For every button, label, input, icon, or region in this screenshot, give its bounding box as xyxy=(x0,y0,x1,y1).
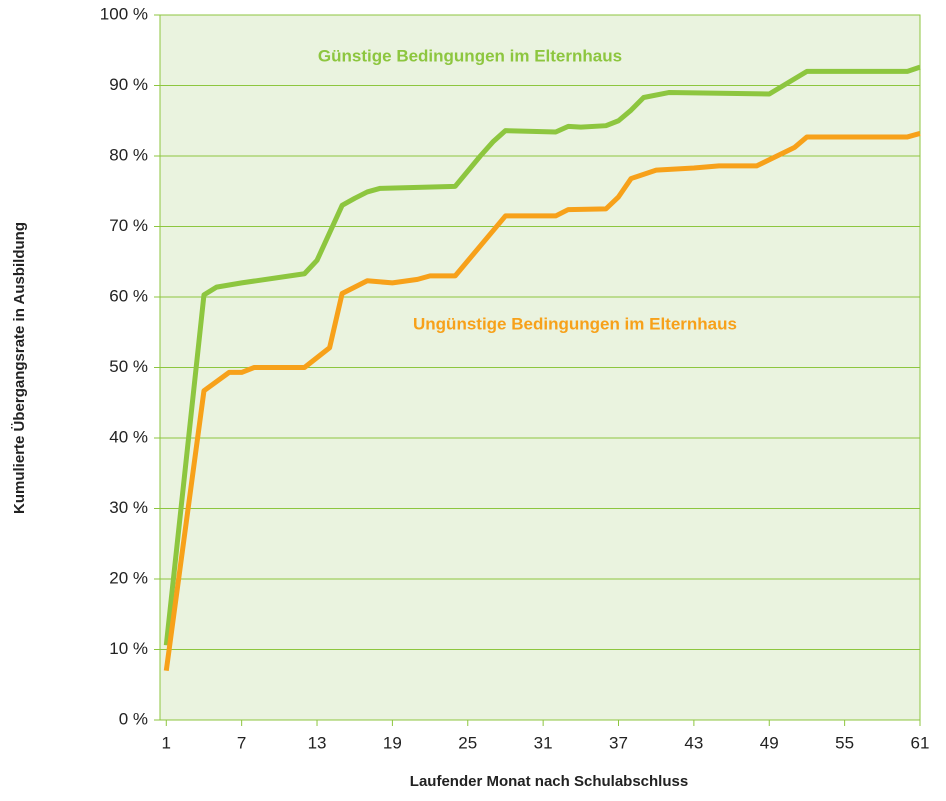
y-tick-label: 40 % xyxy=(109,427,148,446)
series-label: Günstige Bedingungen im Elternhaus xyxy=(318,46,622,65)
x-tick-label: 49 xyxy=(760,733,779,752)
x-tick-label: 61 xyxy=(911,733,930,752)
line-series xyxy=(163,131,921,671)
y-tick-label: 0 % xyxy=(119,709,148,728)
y-tick-label: 90 % xyxy=(109,75,148,94)
x-tick-label: 25 xyxy=(458,733,477,752)
x-tick-label: 31 xyxy=(534,733,553,752)
y-tick-label: 70 % xyxy=(109,216,148,235)
x-tick-label: 55 xyxy=(835,733,854,752)
x-tick-label: 37 xyxy=(609,733,628,752)
y-tick-label: 50 % xyxy=(109,357,148,376)
series-label: Ungünstige Bedingungen im Elternhaus xyxy=(413,314,737,333)
y-tick-label: 60 % xyxy=(109,286,148,305)
x-axis-label: Laufender Monat nach Schulabschluss xyxy=(410,773,688,790)
x-tick-label: 1 xyxy=(162,733,171,752)
y-axis-label: Kumulierte Übergangsrate in Ausbildung xyxy=(11,222,28,514)
y-tick-label: 100 % xyxy=(100,4,148,23)
x-tick-label: 19 xyxy=(383,733,402,752)
y-tick-label: 30 % xyxy=(109,498,148,517)
y-tick-label: 80 % xyxy=(109,145,148,164)
line-series xyxy=(163,64,921,646)
x-tick-label: 13 xyxy=(308,733,327,752)
y-tick-label: 20 % xyxy=(109,568,148,587)
x-tick-label: 43 xyxy=(684,733,703,752)
x-tick-label: 7 xyxy=(237,733,246,752)
y-tick-label: 10 % xyxy=(109,639,148,658)
